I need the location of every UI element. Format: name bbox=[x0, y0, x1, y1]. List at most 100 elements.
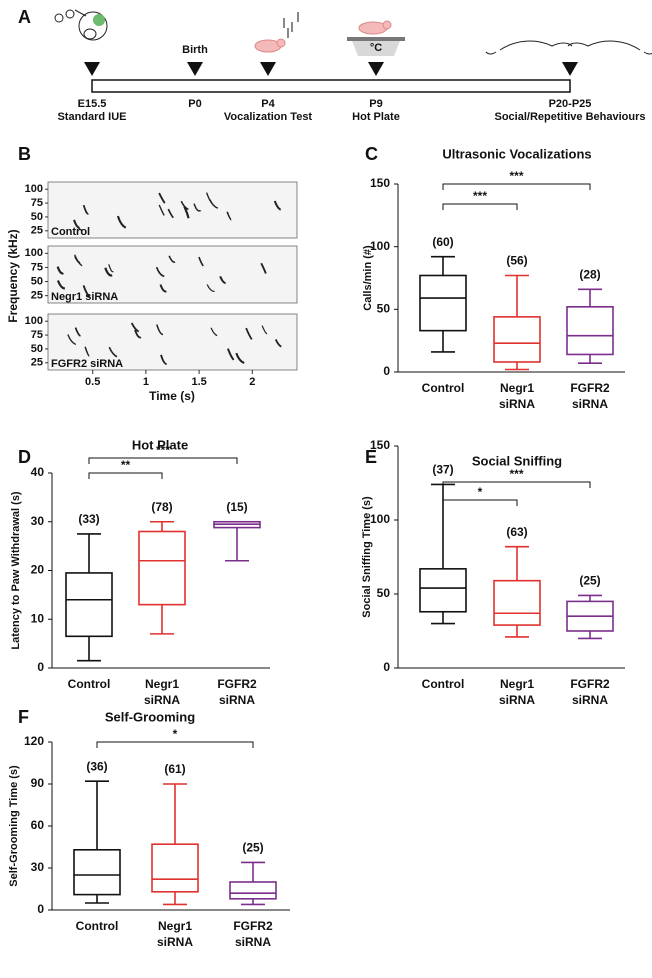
x-tick-label: FGFR2 bbox=[570, 677, 610, 691]
y-tick-label: 0 bbox=[383, 660, 390, 674]
x-tick-label: siRNA bbox=[144, 693, 180, 707]
n-label: (25) bbox=[579, 574, 600, 588]
y-tick-label: 100 bbox=[25, 247, 43, 259]
timeline-label: Social/Repetitive Behaviours bbox=[495, 111, 646, 123]
call-trace bbox=[84, 346, 90, 357]
x-tick-label: siRNA bbox=[572, 397, 608, 411]
call-trace bbox=[198, 256, 204, 267]
x-tick-label: 1 bbox=[143, 376, 149, 388]
y-tick-label: 30 bbox=[31, 514, 45, 528]
n-label: (56) bbox=[506, 254, 527, 268]
timeline-marker bbox=[84, 62, 100, 76]
y-tick-label: 0 bbox=[37, 902, 44, 916]
y-tick-label: 150 bbox=[370, 176, 390, 190]
timeline-label: Standard IUE bbox=[57, 111, 126, 123]
x-tick-label: FGFR2 bbox=[217, 677, 257, 691]
timeline-day: P0 bbox=[188, 98, 201, 110]
timeline-marker bbox=[260, 62, 276, 76]
timeline-day: P20-P25 bbox=[549, 98, 592, 110]
y-tick-label: 100 bbox=[370, 239, 390, 253]
significance-label: * bbox=[173, 727, 178, 741]
timeline-label: Hot Plate bbox=[352, 111, 400, 123]
significance-bracket bbox=[442, 183, 591, 190]
significance-bracket bbox=[442, 499, 518, 506]
box bbox=[493, 579, 541, 626]
call-trace bbox=[130, 322, 140, 333]
call-trace bbox=[206, 284, 215, 293]
call-trace bbox=[82, 204, 89, 215]
timeline-bar bbox=[91, 79, 571, 93]
significance-bracket bbox=[96, 741, 254, 748]
x-tick-label: 0.5 bbox=[85, 376, 100, 388]
x-tick-label: Control bbox=[422, 677, 465, 691]
timeline-label: Vocalization Test bbox=[224, 111, 313, 123]
y-tick-label: 150 bbox=[370, 438, 390, 452]
call-trace bbox=[245, 327, 253, 340]
y-tick-label: 25 bbox=[31, 290, 43, 302]
x-tick-label: siRNA bbox=[157, 935, 193, 949]
panel-label: B bbox=[18, 144, 31, 164]
call-trace bbox=[260, 262, 267, 274]
call-trace bbox=[56, 280, 66, 290]
x-tick-label: Control bbox=[422, 381, 465, 395]
panel-label: F bbox=[18, 707, 29, 727]
y-tick-label: 120 bbox=[24, 734, 44, 748]
row-label: Negr1 siRNA bbox=[51, 291, 118, 303]
call-trace bbox=[226, 211, 232, 221]
box bbox=[566, 306, 614, 356]
n-label: (33) bbox=[78, 512, 99, 526]
call-trace bbox=[167, 208, 174, 219]
timeline-icons bbox=[54, 9, 652, 56]
call-trace bbox=[160, 354, 167, 365]
y-tick-label: 20 bbox=[31, 563, 45, 577]
box bbox=[73, 848, 121, 896]
y-axis-label: Social Sniffing Time (s) bbox=[361, 496, 373, 618]
call-trace bbox=[73, 221, 83, 231]
timeline-day: P9 bbox=[369, 98, 382, 110]
x-tick-label: FGFR2 bbox=[570, 381, 610, 395]
y-axis-label: Frequency (kHz) bbox=[6, 229, 20, 322]
box bbox=[493, 316, 541, 363]
timeline-marker bbox=[368, 62, 384, 76]
y-axis-label: Latency to Paw Withdrawal (s) bbox=[10, 491, 22, 650]
call-trace bbox=[158, 192, 166, 204]
x-tick-label: Negr1 bbox=[500, 677, 534, 691]
y-tick-label: 75 bbox=[31, 197, 43, 209]
call-trace bbox=[56, 266, 64, 275]
n-label: (36) bbox=[86, 759, 107, 773]
x-tick-label: Negr1 bbox=[158, 919, 192, 933]
box bbox=[229, 881, 277, 900]
chart-title: Social Sniffing bbox=[472, 453, 562, 468]
n-label: (63) bbox=[506, 525, 527, 539]
box bbox=[65, 572, 113, 638]
call-trace bbox=[226, 348, 235, 361]
y-tick-label: 25 bbox=[31, 225, 43, 237]
x-tick-label: Control bbox=[68, 677, 111, 691]
significance-bracket bbox=[88, 457, 238, 464]
spectrogram-frame bbox=[47, 313, 298, 371]
call-trace bbox=[155, 266, 165, 278]
n-label: (61) bbox=[164, 762, 185, 776]
x-tick-label: 1.5 bbox=[191, 376, 206, 388]
y-tick-label: 30 bbox=[31, 860, 45, 874]
row-label: FGFR2 siRNA bbox=[51, 358, 123, 370]
y-tick-label: 100 bbox=[370, 512, 390, 526]
y-tick-label: 60 bbox=[31, 818, 45, 832]
n-label: (60) bbox=[432, 235, 453, 249]
call-trace bbox=[134, 329, 142, 339]
timeline-above: Birth bbox=[182, 44, 208, 56]
significance-label: *** bbox=[156, 443, 170, 457]
call-trace bbox=[261, 325, 268, 335]
y-tick-label: 50 bbox=[31, 343, 43, 355]
call-trace bbox=[273, 200, 282, 211]
x-tick-label: Negr1 bbox=[145, 677, 179, 691]
y-tick-label: 75 bbox=[31, 261, 43, 273]
x-tick-label: Control bbox=[76, 919, 119, 933]
call-trace bbox=[104, 267, 113, 277]
significance-label: *** bbox=[509, 169, 523, 183]
box bbox=[151, 843, 199, 893]
timeline-day: P4 bbox=[261, 98, 275, 110]
x-tick-label: 2 bbox=[249, 376, 255, 388]
significance-bracket bbox=[88, 472, 163, 479]
